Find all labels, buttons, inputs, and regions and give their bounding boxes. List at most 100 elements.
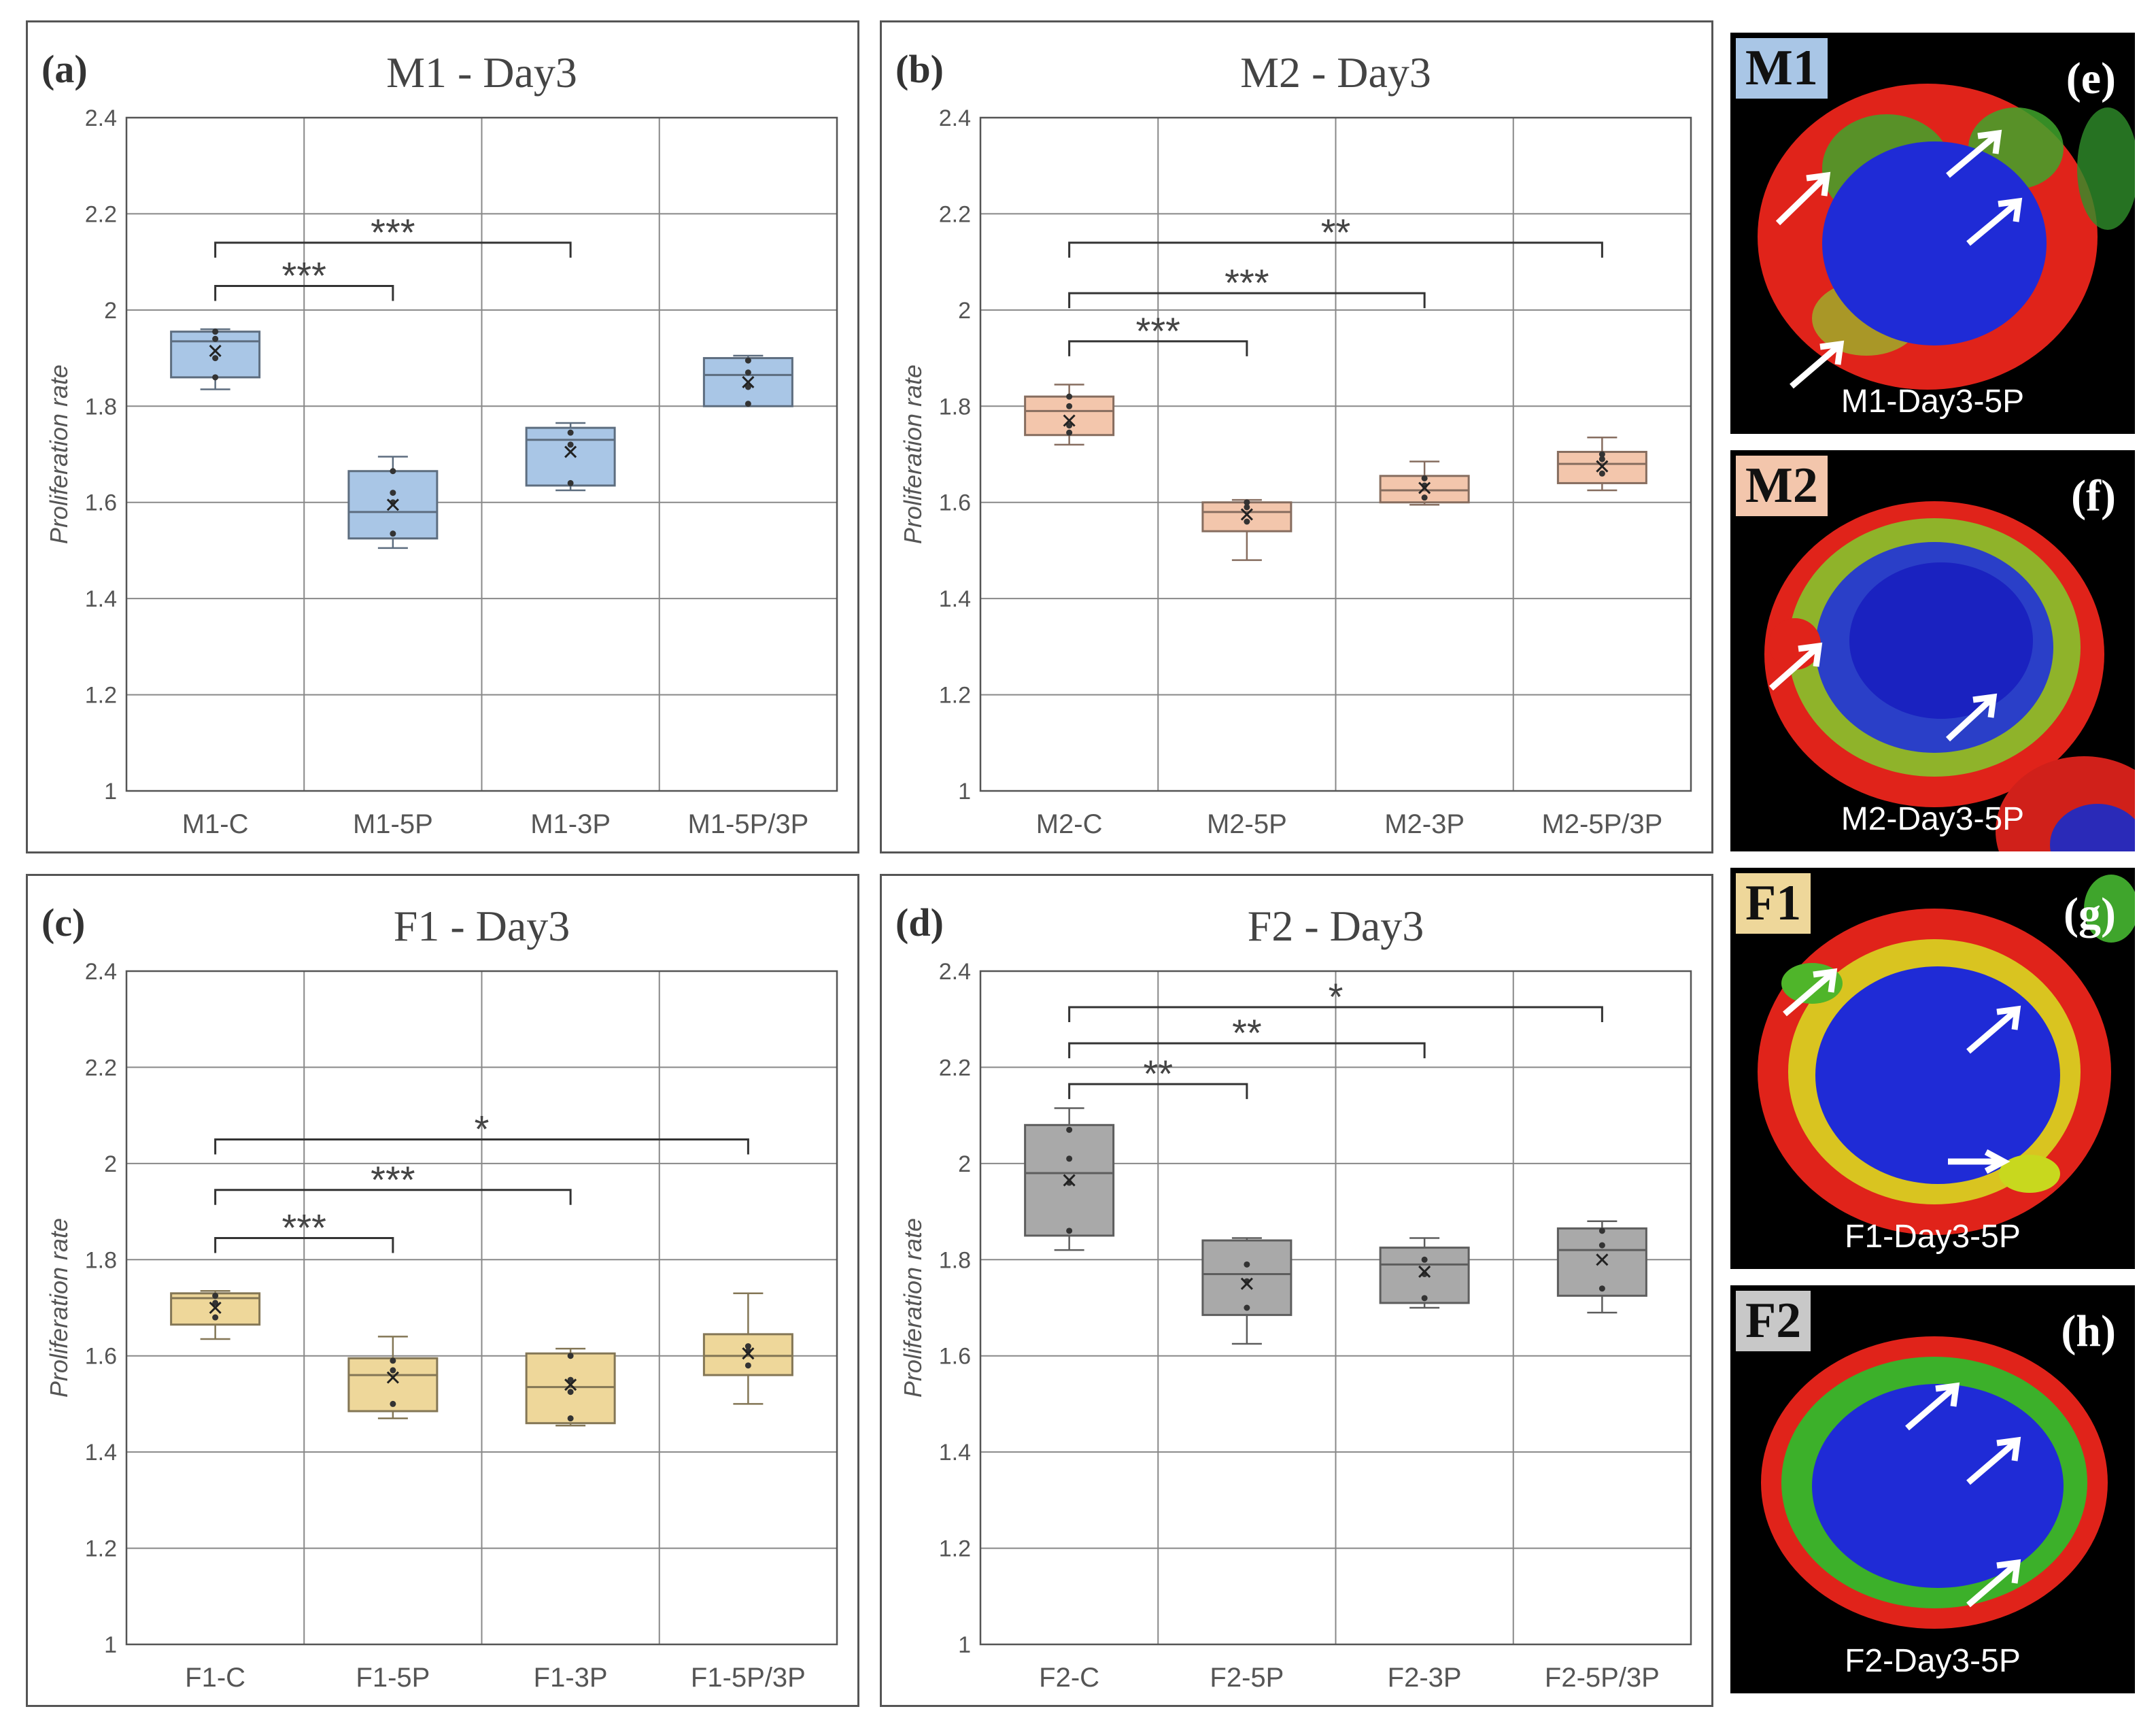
y-tick-label: 1	[104, 779, 117, 805]
plot-frame	[979, 116, 1692, 792]
y-tick-label: 1.8	[85, 394, 117, 420]
data-point	[212, 328, 219, 335]
cell-illustration	[1761, 1336, 2108, 1629]
mean-marker	[1418, 1265, 1431, 1279]
x-tick-label: F2-C	[1039, 1663, 1099, 1693]
y-tick-label: 1.2	[85, 683, 117, 709]
significance-bracket: ***	[1068, 309, 1248, 356]
data-point	[745, 1343, 751, 1350]
mean-marker	[742, 1347, 755, 1360]
box-iqr	[702, 1333, 793, 1376]
significance-stars: **	[1321, 211, 1351, 254]
data-point	[390, 1400, 396, 1407]
significance-bracket: ***	[1068, 261, 1426, 309]
bracket-line	[1068, 1042, 1426, 1059]
data-point	[1066, 393, 1073, 400]
box-M1-C	[170, 328, 261, 390]
significance-stars: ***	[371, 1158, 415, 1201]
panel-label: (e)	[2066, 54, 2116, 103]
box-F2-3P	[1379, 1237, 1470, 1309]
mean-marker	[1240, 1277, 1253, 1290]
data-point	[567, 479, 574, 486]
micrograph-tag: M2	[1736, 456, 1828, 516]
chart-panel-c: (c) F1 - Day3 1 1.2 1.4 1.6 1.8 2 2.2 2.4 Prolifer…	[26, 874, 859, 1707]
bracket-line	[1068, 340, 1248, 356]
data-point	[1244, 518, 1250, 525]
bracket-line	[1068, 1006, 1603, 1023]
x-tick-label: M1-C	[182, 809, 249, 839]
significance-bracket: *	[214, 1108, 749, 1155]
data-point	[390, 1367, 396, 1374]
y-tick-label: 2	[104, 298, 117, 324]
y-tick-label: 2.2	[939, 201, 971, 227]
chart-title: M1 - Day3	[386, 48, 577, 97]
mean-marker	[1596, 1253, 1609, 1266]
bracket-line	[214, 1189, 572, 1205]
box-F1-C	[170, 1290, 261, 1340]
x-tick-label: F2-3P	[1388, 1663, 1462, 1693]
significance-bracket: ***	[214, 1206, 394, 1253]
data-point	[1066, 1228, 1073, 1234]
data-point	[1244, 504, 1250, 511]
data-point	[1066, 1126, 1073, 1133]
mean-marker	[386, 498, 399, 511]
data-point	[1421, 475, 1428, 481]
significance-bracket: **	[1068, 211, 1603, 258]
micrograph-caption: M2-Day3-5P	[1841, 801, 2025, 837]
micrograph-tag: F2	[1736, 1291, 1811, 1351]
box-M2-5P/3P	[1556, 437, 1647, 492]
box-M1-5P/3P	[702, 354, 793, 407]
box-F1-5P	[347, 1336, 439, 1419]
data-point	[1598, 1228, 1605, 1234]
data-point	[1066, 429, 1073, 436]
y-tick-label: 1.6	[85, 490, 117, 516]
y-axis-label: Proliferation rate	[899, 365, 927, 544]
x-tick-label: F2-5P/3P	[1545, 1663, 1660, 1693]
chart-panel-a: (a) M1 - Day3 1 1.2 1.4 1.6 1.8 2 2.2 2.4 Prolifer…	[26, 20, 859, 853]
data-point	[745, 357, 751, 364]
data-point	[212, 355, 219, 362]
data-point	[390, 1357, 396, 1364]
data-point	[1598, 1285, 1605, 1292]
box-iqr	[1201, 1239, 1293, 1317]
data-point	[212, 1300, 219, 1306]
chart-svg-a: (a) M1 - Day3 1 1.2 1.4 1.6 1.8 2 2.2 2.4 Prolifer…	[41, 47, 838, 839]
y-tick-label: 1.2	[85, 1536, 117, 1562]
plot-frame	[979, 970, 1692, 1646]
data-point	[1421, 1295, 1428, 1302]
y-tick-label: 2.2	[85, 1055, 117, 1081]
chart-title: M2 - Day3	[1240, 48, 1431, 97]
box-F1-3P	[525, 1347, 616, 1427]
bracket-line	[214, 1236, 394, 1253]
chart-svg-c: (c) F1 - Day3 1 1.2 1.4 1.6 1.8 2 2.2 2.4 Prolifer…	[41, 900, 838, 1693]
y-tick-label: 1.6	[85, 1344, 117, 1370]
data-point	[1244, 1304, 1250, 1311]
data-point	[1598, 456, 1605, 462]
bracket-line	[214, 285, 394, 301]
y-tick-label: 1.4	[939, 586, 971, 612]
cell-illustration	[1758, 84, 2135, 390]
data-point	[212, 374, 219, 381]
mean-marker	[564, 445, 577, 458]
data-point	[567, 1353, 574, 1359]
chart-title: F2 - Day3	[1248, 902, 1424, 950]
data-point	[745, 401, 751, 407]
significance-stars: **	[1232, 1011, 1262, 1054]
chart-panel-d: (d) F2 - Day3 1 1.2 1.4 1.6 1.8 2 2.2 2.4 Prolifer…	[880, 874, 1713, 1707]
significance-stars: ***	[371, 211, 415, 254]
box-iqr	[525, 1352, 616, 1425]
plot-frame	[125, 116, 838, 792]
y-tick-label: 1.2	[939, 1536, 971, 1562]
micrograph-tag: M1	[1736, 38, 1828, 99]
y-tick-label: 2.4	[939, 959, 971, 985]
data-point	[567, 1389, 574, 1395]
mean-marker	[1063, 1174, 1076, 1187]
data-point	[1421, 494, 1428, 501]
panel-label: (f)	[2071, 471, 2116, 521]
micrograph-m2: M2 (f) M2-Day3-5P	[1730, 450, 2135, 851]
data-point	[1244, 499, 1250, 506]
bracket-line	[214, 1138, 749, 1155]
significance-stars: ***	[282, 1206, 326, 1249]
panel-label: (b)	[895, 47, 944, 91]
box-F1-5P/3P	[702, 1292, 793, 1405]
